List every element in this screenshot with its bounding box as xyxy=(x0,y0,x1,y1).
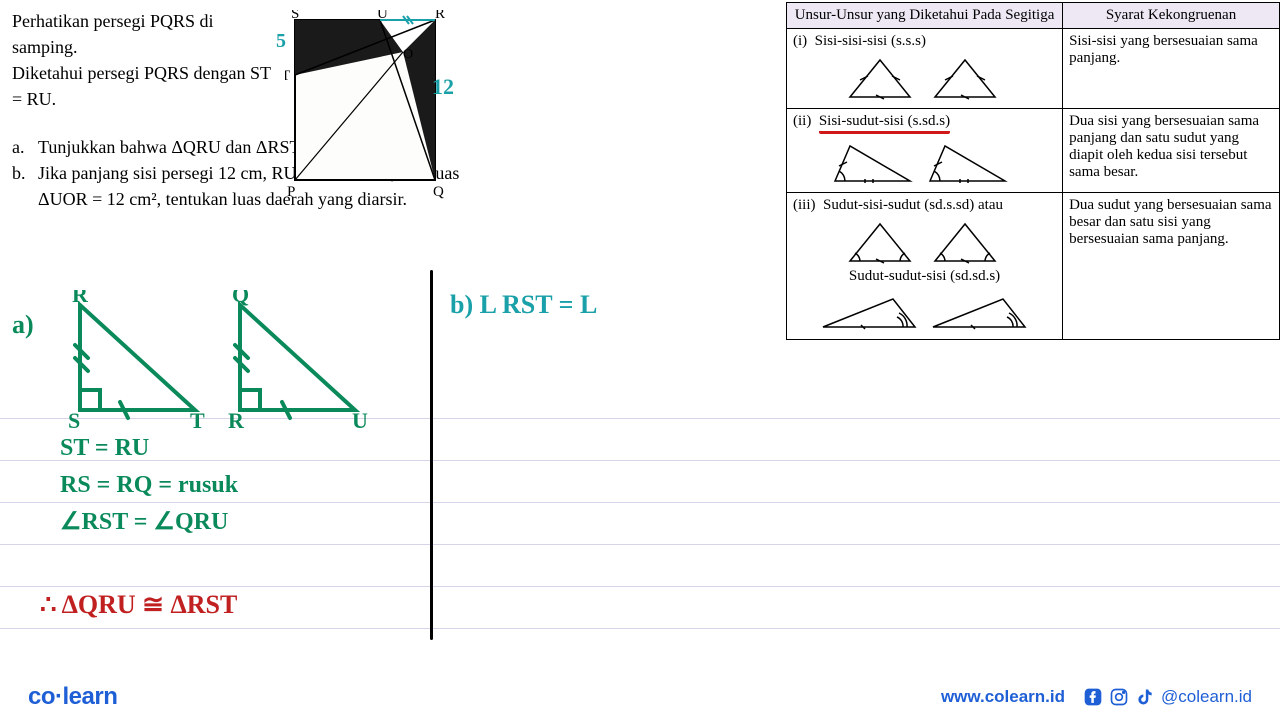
work-b-text: b) L RST = L xyxy=(450,290,597,320)
row-num: (ii) xyxy=(793,113,811,129)
svg-text:S: S xyxy=(68,408,80,430)
row-num: (iii) xyxy=(793,197,816,213)
annotation-12: 12 xyxy=(432,74,454,100)
congruence-table: Unsur-Unsur yang Diketahui Pada Segitiga… xyxy=(786,2,1280,340)
work-a-sketch: R S T Q R U xyxy=(60,290,380,430)
part-a-label: a. xyxy=(12,134,38,160)
table-row: (i) Sisi-sisi-sisi (s.s.s) Sisi-sisi yan… xyxy=(787,29,1280,109)
problem-intro: Perhatikan persegi PQRS di samping. Dike… xyxy=(12,8,272,112)
svg-text:R: R xyxy=(72,290,89,307)
svg-text:U: U xyxy=(352,408,368,430)
svg-text:Q: Q xyxy=(232,290,249,307)
work-a-steps: ST = RU RS = RQ = rusuk ∠RST = ∠QRU xyxy=(60,430,238,542)
footer-social: @colearn.id xyxy=(1083,687,1252,707)
row-num: (i) xyxy=(793,33,807,49)
brand-logo: co·learn xyxy=(28,683,117,711)
svg-text:P: P xyxy=(287,184,295,200)
footer-site: www.colearn.id xyxy=(941,687,1065,707)
brand-part-b: learn xyxy=(63,683,118,710)
tiktok-icon xyxy=(1135,687,1155,707)
work-a-conclusion: ∴ ΔQRU ≅ ΔRST xyxy=(40,590,237,620)
work-line-1: ST = RU xyxy=(60,430,238,467)
row-desc: Sisi-sisi yang bersesuaian sama panjang. xyxy=(1063,29,1280,109)
table-row: (ii) Sisi-sudut-sisi (s.sd.s) Dua sisi y… xyxy=(787,109,1280,193)
problem-intro-text: Perhatikan persegi PQRS di samping. xyxy=(12,11,213,57)
footer-handle: @colearn.id xyxy=(1161,687,1252,707)
problem-given-text: Diketahui persegi PQRS dengan ST = RU. xyxy=(12,63,271,109)
work-line-3: ∠RST = ∠QRU xyxy=(60,504,238,541)
svg-text:T: T xyxy=(285,68,290,84)
row-name: Sudut-sisi-sudut (sd.s.sd) atau xyxy=(823,197,1003,213)
figure-square-pqrs: S U R T O P Q xyxy=(285,10,455,210)
instagram-icon xyxy=(1109,687,1129,707)
footer: co·learn www.colearn.id @colearn.id xyxy=(0,674,1280,720)
work-a-label: a) xyxy=(12,310,34,340)
facebook-icon xyxy=(1083,687,1103,707)
svg-text:Q: Q xyxy=(433,184,444,200)
row-desc: Dua sisi yang bersesuaian sama panjang d… xyxy=(1063,109,1280,193)
row-name: Sisi-sudut-sisi (s.sd.s) xyxy=(819,113,950,134)
svg-text:U: U xyxy=(377,10,388,22)
svg-text:T: T xyxy=(190,408,205,430)
vertical-divider xyxy=(430,270,433,640)
annotation-5: 5 xyxy=(276,30,286,53)
row-desc: Dua sudut yang bersesuaian sama besar da… xyxy=(1063,193,1280,340)
row-name2: Sudut-sudut-sisi (sd.sd.s) xyxy=(793,268,1056,285)
work-line-2: RS = RQ = rusuk xyxy=(60,467,238,504)
svg-text:R: R xyxy=(228,408,245,430)
part-b-label: b. xyxy=(12,160,38,212)
table-header-right: Syarat Kekongruenan xyxy=(1063,3,1280,29)
table-header-left: Unsur-Unsur yang Diketahui Pada Segitiga xyxy=(787,3,1063,29)
svg-text:S: S xyxy=(291,10,299,22)
row-name: Sisi-sisi-sisi (s.s.s) xyxy=(815,33,926,49)
svg-text:O: O xyxy=(403,47,413,62)
table-row: (iii) Sudut-sisi-sudut (sd.s.sd) atau Su… xyxy=(787,193,1280,340)
svg-text:R: R xyxy=(435,10,445,22)
brand-part-a: co xyxy=(28,683,55,710)
